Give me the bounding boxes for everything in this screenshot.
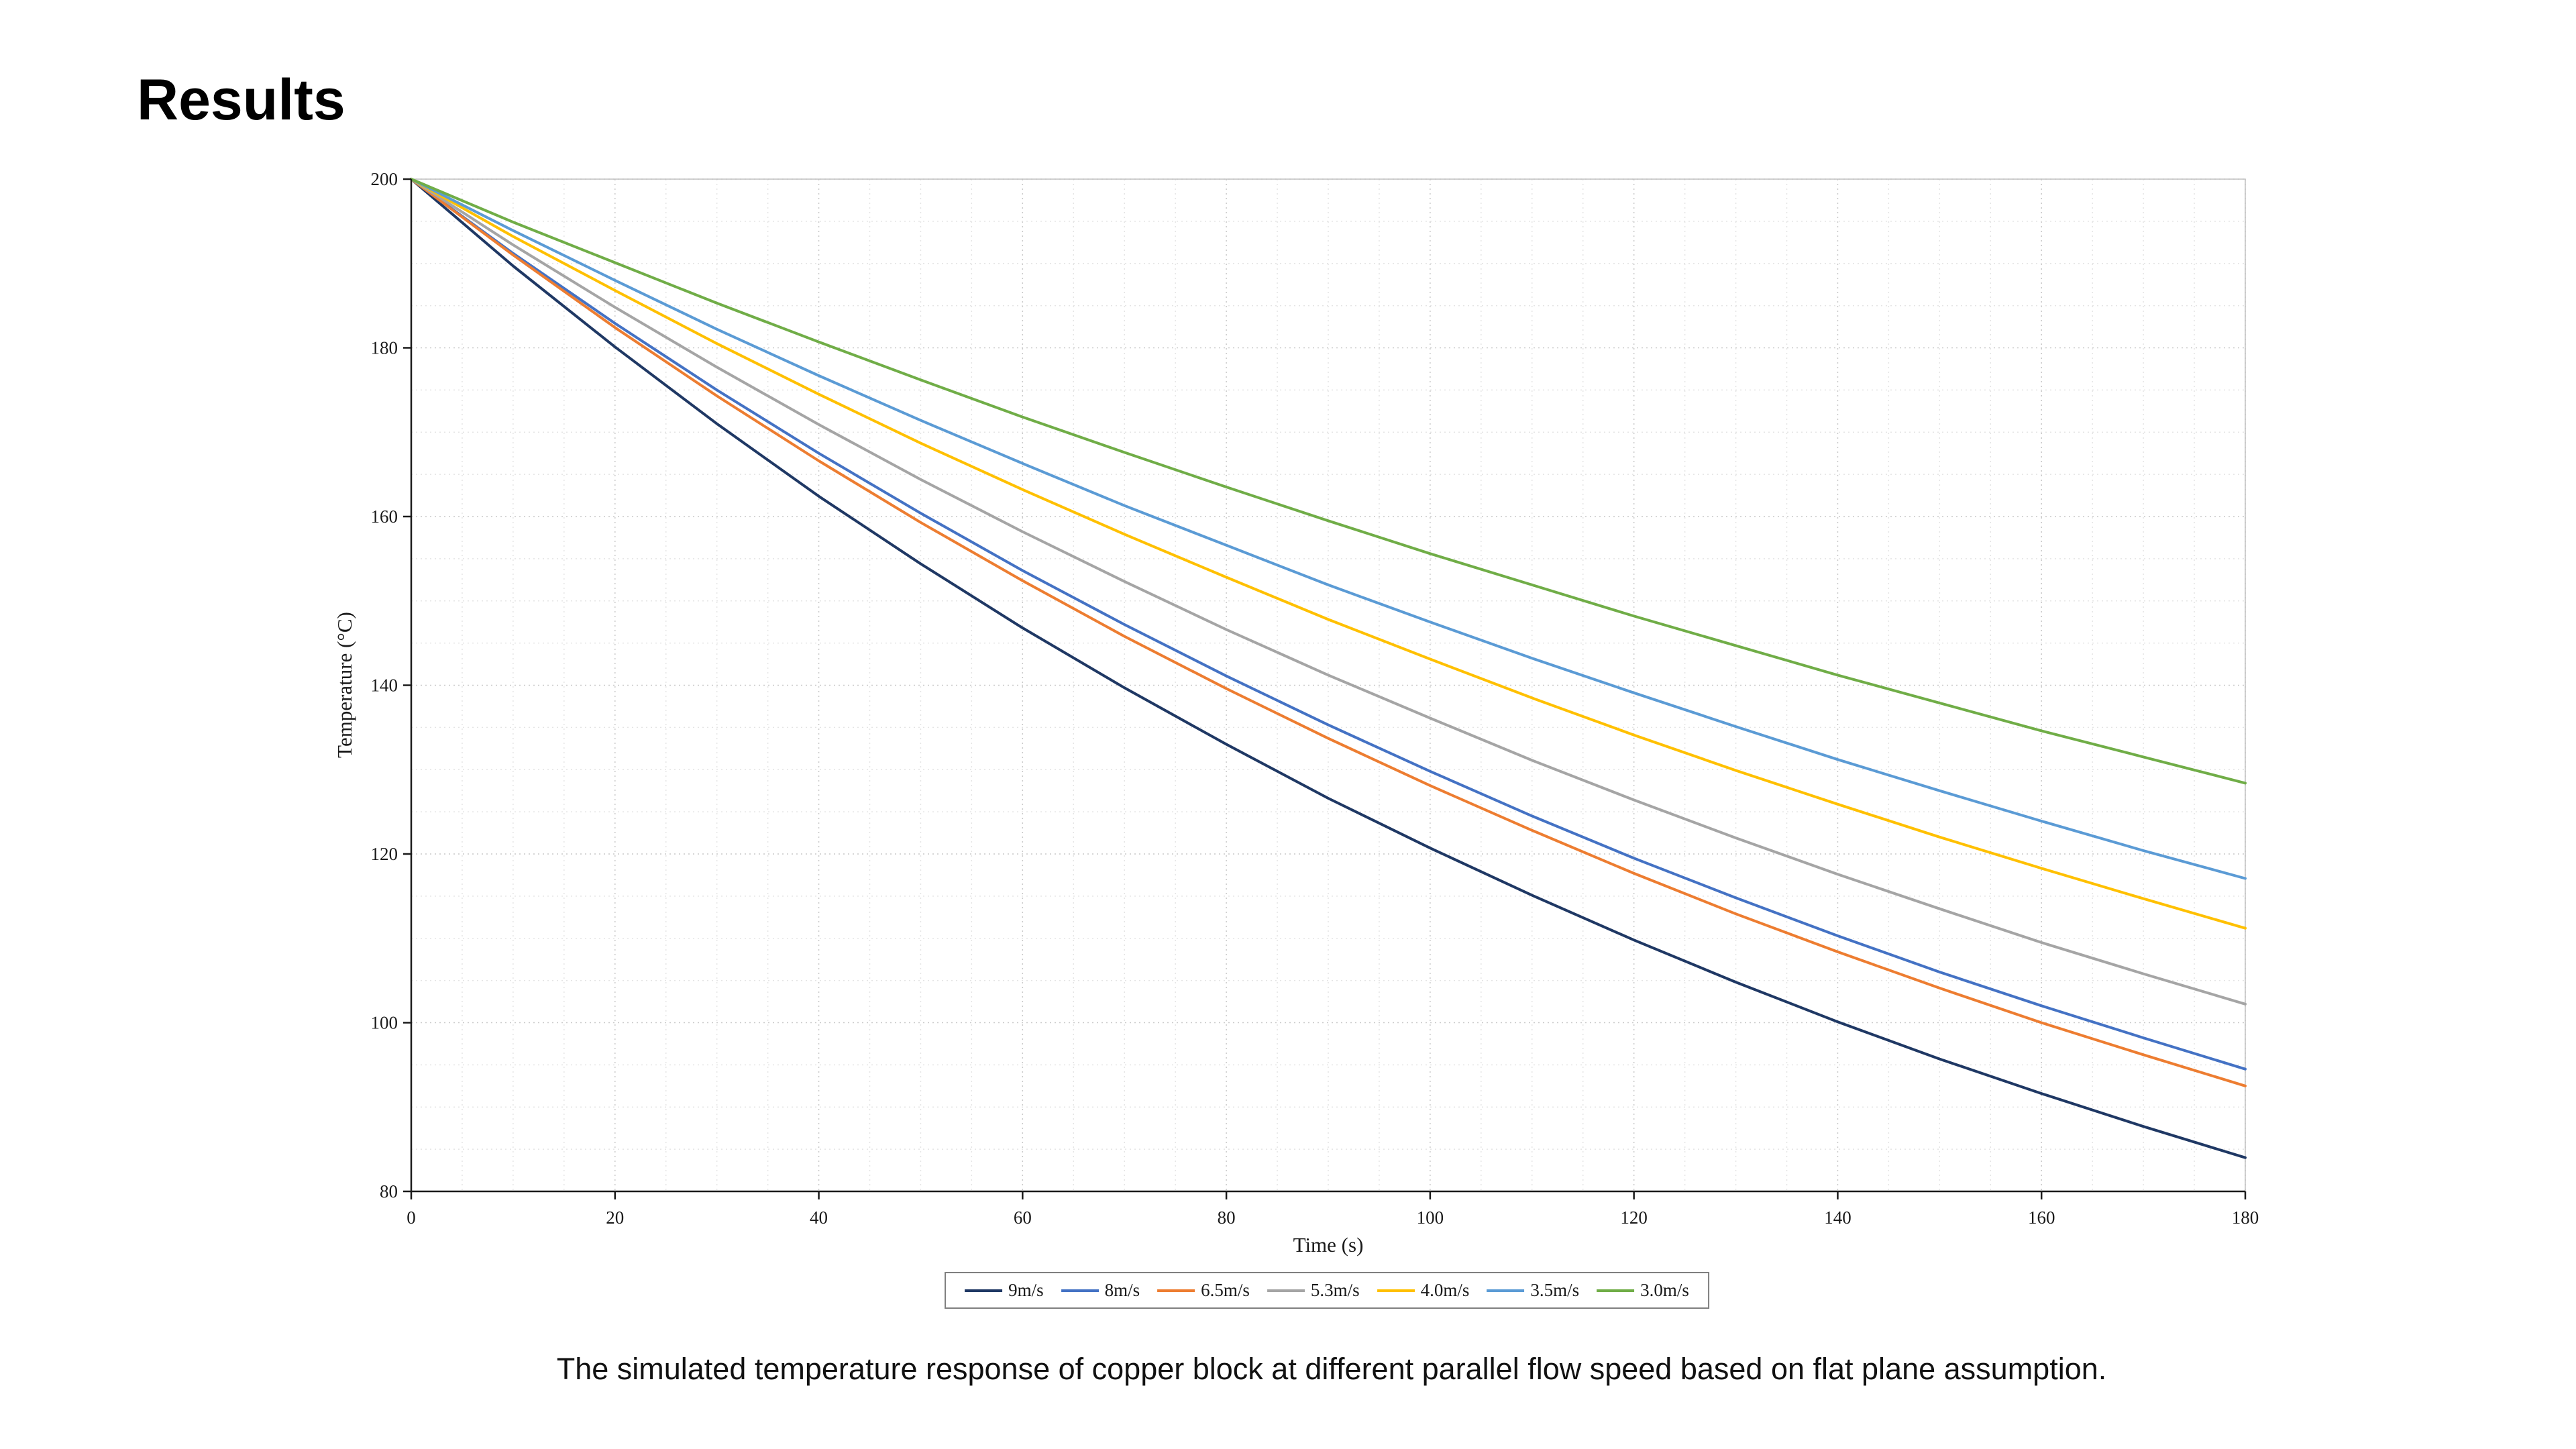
x-tick-label: 180	[2232, 1208, 2259, 1228]
legend-label: 5.3m/s	[1310, 1280, 1360, 1300]
y-tick-label: 140	[371, 676, 398, 696]
y-axis-label: Temperature (°C)	[333, 612, 356, 758]
legend-line-swatch	[1597, 1289, 1635, 1292]
grid-layer	[411, 178, 2246, 1192]
chart-legend: 9m/s 8m/s 6.5m/s 5.3m/s 4.0m/s 3.5m/s 3.0m/s	[945, 1272, 1709, 1309]
legend-line-swatch	[1061, 1289, 1099, 1292]
legend-label: 3.5m/s	[1530, 1280, 1580, 1300]
legend-line-swatch	[965, 1289, 1003, 1292]
figure-caption: The simulated temperature response of co…	[556, 1352, 2107, 1386]
legend-label: 8m/s	[1104, 1280, 1140, 1300]
legend-entry: 3.0m/s	[1597, 1280, 1689, 1301]
series-line-65ms	[410, 178, 2247, 1087]
legend-entry: 8m/s	[1061, 1280, 1140, 1301]
x-tick-label: 100	[1417, 1208, 1444, 1228]
axis-layer	[403, 178, 2247, 1199]
series-line-9ms	[410, 178, 2247, 1159]
y-tick-label: 100	[371, 1013, 398, 1033]
x-tick-label: 40	[810, 1208, 828, 1228]
tick-label-layer: 0 20 40 60 80 100 120 140 160 180 80 100 120 140 160 18…	[371, 169, 2259, 1228]
series-line-53ms	[410, 178, 2247, 1006]
legend-line-swatch	[1157, 1289, 1195, 1292]
x-tick-label: 60	[1014, 1208, 1032, 1228]
series-layer	[410, 178, 2247, 1159]
legend-entry: 4.0m/s	[1377, 1280, 1470, 1301]
legend-label: 3.0m/s	[1640, 1280, 1689, 1300]
legend-line-swatch	[1377, 1289, 1415, 1292]
y-tick-label: 180	[371, 338, 398, 358]
x-tick-label: 20	[606, 1208, 624, 1228]
legend-entry: 5.3m/s	[1267, 1280, 1360, 1301]
x-tick-label: 120	[1620, 1208, 1648, 1228]
legend-label: 4.0m/s	[1420, 1280, 1470, 1300]
x-tick-label: 0	[407, 1208, 416, 1228]
y-tick-label: 160	[371, 506, 398, 527]
y-tick-label: 200	[371, 169, 398, 189]
page-title: Results	[137, 68, 345, 132]
series-line-40ms	[410, 178, 2247, 930]
legend-entry: 6.5m/s	[1157, 1280, 1250, 1301]
x-tick-label: 160	[2028, 1208, 2055, 1228]
legend-label: 6.5m/s	[1201, 1280, 1250, 1300]
series-line-8ms	[410, 178, 2247, 1071]
legend-line-swatch	[1267, 1289, 1305, 1292]
series-line-30ms	[410, 178, 2247, 785]
x-axis-label: Time (s)	[1293, 1233, 1364, 1256]
x-tick-label: 80	[1218, 1208, 1236, 1228]
y-tick-label: 120	[371, 844, 398, 864]
legend-entry: 3.5m/s	[1487, 1280, 1579, 1301]
y-tick-label: 80	[380, 1181, 398, 1201]
legend-label: 9m/s	[1008, 1280, 1044, 1300]
legend-entry: 9m/s	[965, 1280, 1044, 1301]
legend-line-swatch	[1487, 1289, 1525, 1292]
x-tick-label: 140	[1824, 1208, 1851, 1228]
series-line-35ms	[410, 178, 2247, 880]
